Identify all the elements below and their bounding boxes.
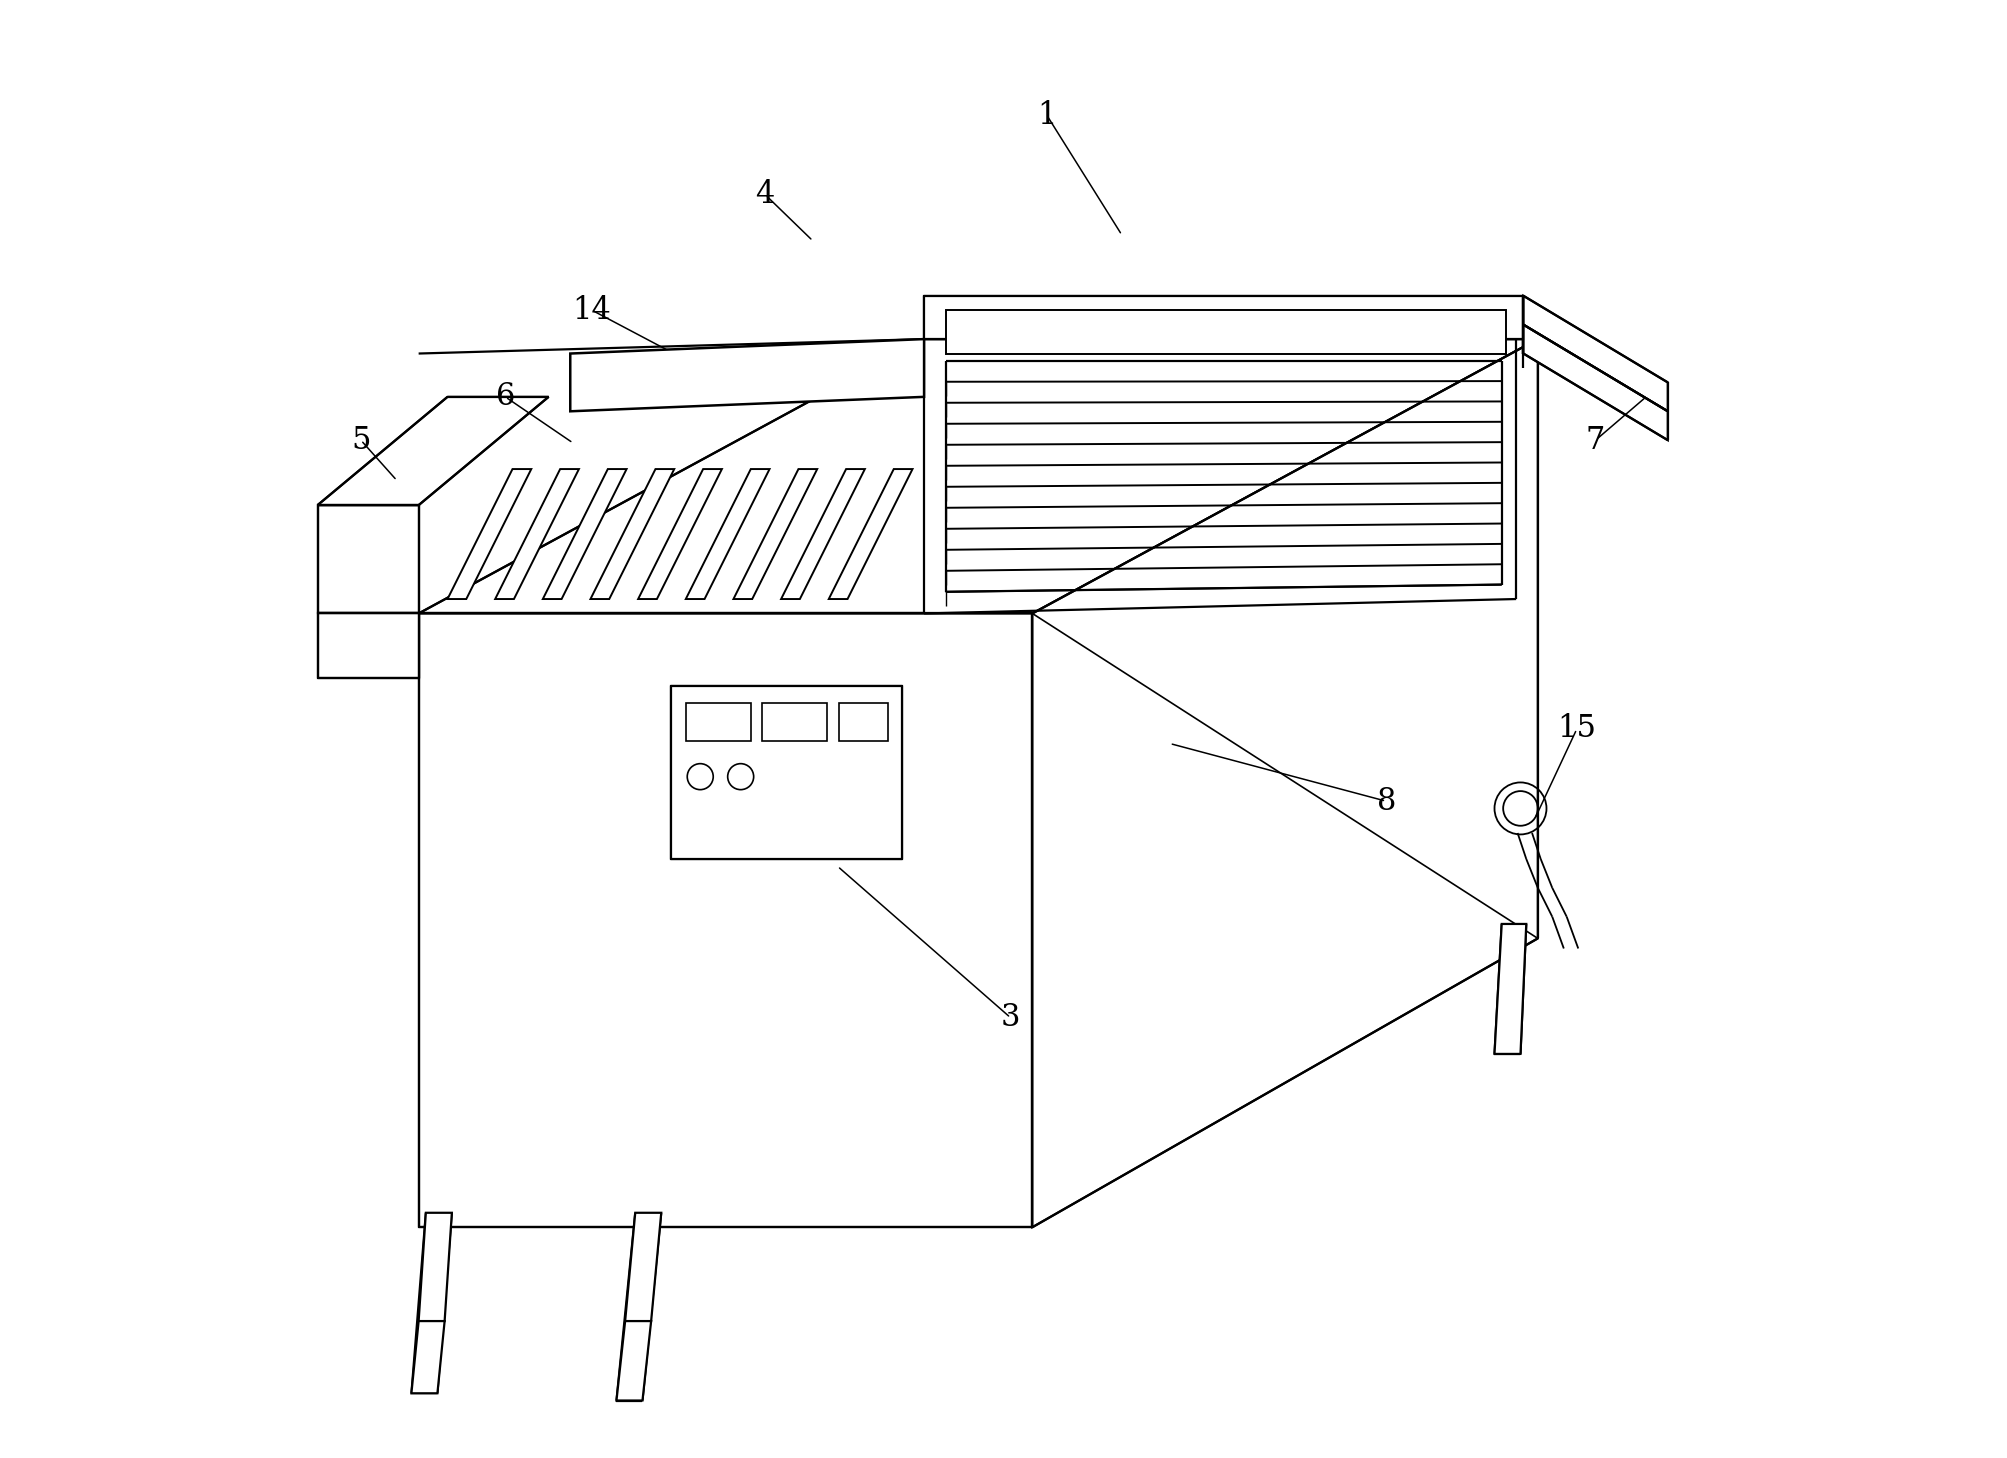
Polygon shape xyxy=(317,397,548,504)
Text: 15: 15 xyxy=(1557,713,1596,745)
Polygon shape xyxy=(686,703,751,741)
Polygon shape xyxy=(829,469,913,599)
Polygon shape xyxy=(419,614,1032,1228)
Polygon shape xyxy=(448,469,532,599)
Text: 14: 14 xyxy=(572,295,612,325)
Polygon shape xyxy=(672,685,903,859)
Polygon shape xyxy=(570,340,923,411)
Polygon shape xyxy=(923,296,1523,340)
Text: 7: 7 xyxy=(1586,424,1606,456)
Polygon shape xyxy=(496,469,578,599)
Polygon shape xyxy=(590,469,674,599)
Polygon shape xyxy=(781,469,865,599)
Polygon shape xyxy=(616,1321,650,1401)
Polygon shape xyxy=(945,311,1505,353)
Polygon shape xyxy=(419,1213,452,1321)
Polygon shape xyxy=(1523,296,1668,411)
Polygon shape xyxy=(1032,340,1537,1228)
Polygon shape xyxy=(763,703,827,741)
Polygon shape xyxy=(686,469,769,599)
Polygon shape xyxy=(317,504,419,614)
Polygon shape xyxy=(411,1321,446,1394)
Polygon shape xyxy=(317,614,419,678)
Polygon shape xyxy=(1495,924,1525,1054)
Polygon shape xyxy=(1523,325,1668,440)
Text: 5: 5 xyxy=(351,424,371,456)
Polygon shape xyxy=(638,469,723,599)
Polygon shape xyxy=(839,703,887,741)
Text: 8: 8 xyxy=(1377,786,1397,816)
Text: 3: 3 xyxy=(1001,1002,1020,1034)
Polygon shape xyxy=(542,469,626,599)
Text: 6: 6 xyxy=(496,382,516,413)
Polygon shape xyxy=(624,1213,660,1321)
Text: 4: 4 xyxy=(755,179,775,210)
Polygon shape xyxy=(733,469,817,599)
Text: 1: 1 xyxy=(1038,99,1056,131)
Polygon shape xyxy=(419,340,1537,614)
